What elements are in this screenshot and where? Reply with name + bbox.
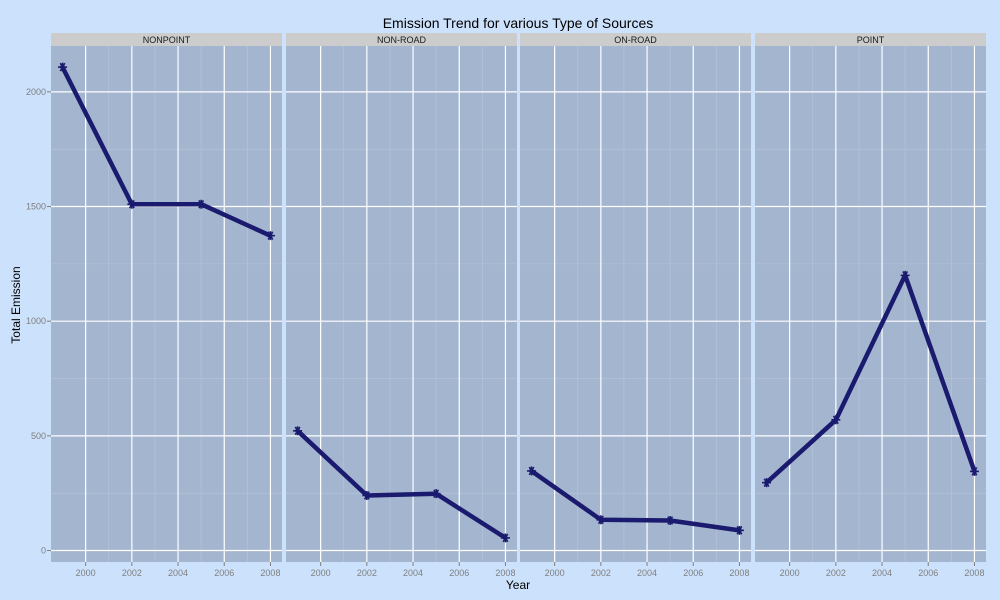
data-point: [969, 466, 979, 476]
x-tick-label: 2000: [311, 568, 331, 578]
facet-strip: [755, 33, 986, 46]
series-line: [529, 468, 742, 533]
data-point: [293, 426, 303, 436]
x-tick-label: 2004: [168, 568, 188, 578]
data-point: [762, 478, 772, 488]
facet-panel-nonpoint: NONPOINT 2000 2002 2004 2006 2008: [51, 33, 282, 578]
series-line: [764, 273, 977, 485]
facet-strip-label: ON-ROAD: [614, 35, 657, 45]
plot-panel-background: [286, 46, 517, 562]
x-tick-label: 2008: [495, 568, 515, 578]
x-tick-label: 2006: [683, 568, 703, 578]
x-tick-label: 2006: [918, 568, 938, 578]
facet-strip-label: POINT: [857, 35, 885, 45]
y-tick-label: 2000: [26, 87, 46, 97]
data-point: [596, 515, 606, 525]
y-tick-label: 1500: [26, 202, 46, 212]
x-tick-label: 2004: [637, 568, 657, 578]
facet-strip: [520, 33, 751, 46]
x-tick-label: 2004: [403, 568, 423, 578]
x-tick-label: 2000: [780, 568, 800, 578]
data-point: [362, 490, 372, 500]
plot-panel-background: [520, 46, 751, 562]
facet-strip: [286, 33, 517, 46]
facet-panel-non-road: NON-ROAD 2000 2002 2004 2006 2008: [286, 33, 517, 578]
facet-panel-on-road: ON-ROAD 2000 2002 2004 2006 2008: [520, 33, 751, 578]
y-axis-title: Total Emission: [9, 266, 23, 343]
facet-panel-point: POINT 2000 2002 2004 2006 2008: [755, 33, 986, 578]
x-tick-label: 2002: [591, 568, 611, 578]
y-tick-label: 500: [31, 431, 46, 441]
data-point: [265, 231, 275, 241]
data-point: [196, 199, 206, 209]
y-axis: 0 500 1000 1500 2000: [26, 87, 51, 556]
series-line: [295, 428, 508, 541]
x-tick-label: 2008: [260, 568, 280, 578]
x-tick-label: 2006: [449, 568, 469, 578]
data-point: [527, 466, 537, 476]
series-line: [60, 64, 273, 238]
facet-panels: NONPOINT 2000 2002 2004 2006 2008 NON-ROAD 2000…: [51, 33, 986, 578]
x-tick-label: 2002: [122, 568, 142, 578]
x-tick-label: 2002: [826, 568, 846, 578]
x-tick-label: 2008: [964, 568, 984, 578]
facet-strip-label: NON-ROAD: [377, 35, 426, 45]
data-point: [900, 270, 910, 280]
facet-strip: [51, 33, 282, 46]
data-point: [58, 62, 68, 72]
data-point: [500, 533, 510, 543]
data-point: [734, 525, 744, 535]
x-tick-label: 2000: [76, 568, 96, 578]
x-tick-label: 2000: [545, 568, 565, 578]
y-tick-label: 0: [41, 546, 46, 556]
chart-title: Emission Trend for various Type of Sourc…: [383, 15, 654, 31]
x-tick-label: 2008: [729, 568, 749, 578]
data-point: [127, 199, 137, 209]
data-point: [831, 415, 841, 425]
plot-panel-background: [755, 46, 986, 562]
y-tick-label: 1000: [26, 316, 46, 326]
data-point: [665, 515, 675, 525]
x-tick-label: 2004: [872, 568, 892, 578]
facet-strip-label: NONPOINT: [143, 35, 191, 45]
x-axis-title: Year: [506, 578, 530, 592]
x-tick-label: 2002: [357, 568, 377, 578]
data-point: [431, 489, 441, 499]
plot-panel-background: [51, 46, 282, 562]
x-tick-label: 2006: [214, 568, 234, 578]
